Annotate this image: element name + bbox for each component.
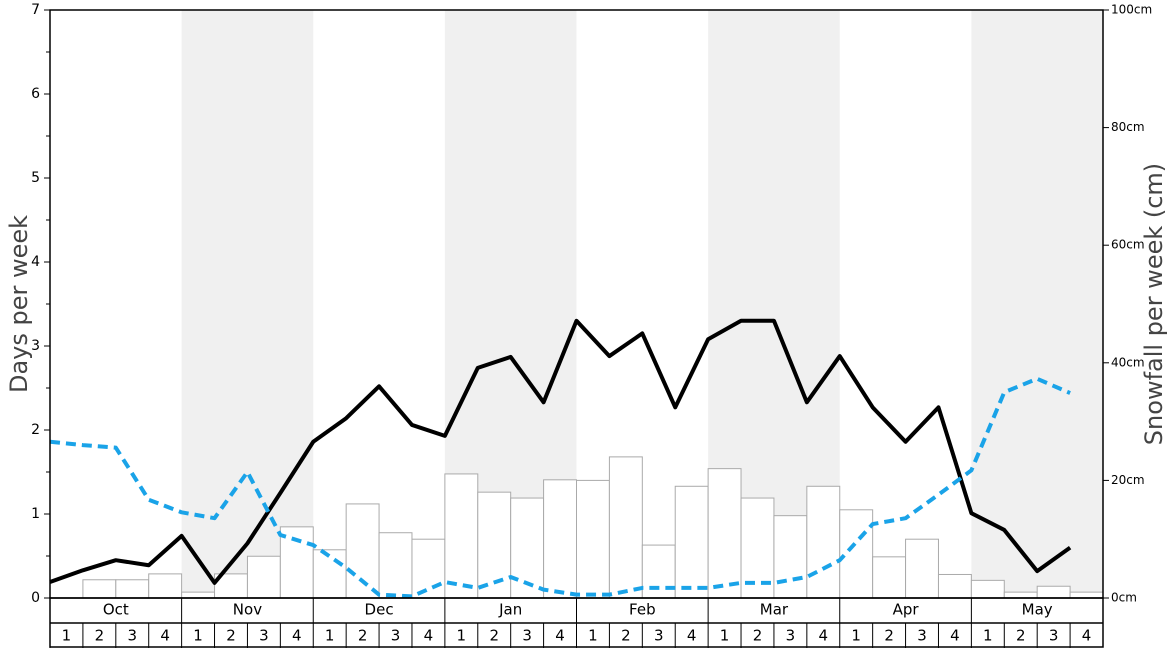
bar xyxy=(872,556,907,599)
bar xyxy=(411,538,446,599)
week-label: 3 xyxy=(522,627,532,645)
week-label: 3 xyxy=(786,627,796,645)
y-tick-label: 2 xyxy=(31,422,40,438)
y-tick-label: 1 xyxy=(31,506,40,522)
week-label: 1 xyxy=(983,627,993,645)
week-label: 4 xyxy=(424,627,434,645)
bar xyxy=(707,468,742,599)
y2-tick-label: 100cm xyxy=(1111,3,1152,17)
y-tick-label: 3 xyxy=(31,338,40,354)
week-label: 1 xyxy=(62,627,72,645)
bar xyxy=(806,485,841,599)
week-label: 2 xyxy=(95,627,105,645)
y2-tick-label: 40cm xyxy=(1111,355,1145,369)
bar xyxy=(576,479,610,599)
bar xyxy=(905,538,939,599)
week-label: 1 xyxy=(325,627,335,645)
bar xyxy=(148,573,183,599)
week-label: 1 xyxy=(588,627,598,645)
y-tick-label: 7 xyxy=(31,2,40,18)
bar xyxy=(246,555,281,599)
month-label: Apr xyxy=(893,601,920,619)
bar xyxy=(444,473,479,599)
week-label: 1 xyxy=(720,627,730,645)
bar xyxy=(378,532,413,599)
week-label: 1 xyxy=(457,627,467,645)
y2-tick-label: 20cm xyxy=(1111,473,1145,487)
month-label: Feb xyxy=(629,601,656,619)
bar xyxy=(1003,591,1038,599)
bar xyxy=(641,544,676,599)
week-label: 2 xyxy=(621,627,631,645)
week-label: 4 xyxy=(292,627,302,645)
bar xyxy=(937,573,972,599)
bar xyxy=(674,485,709,599)
y2-tick-label: 0cm xyxy=(1111,591,1137,605)
week-label: 2 xyxy=(358,627,368,645)
dashed-line xyxy=(49,376,1071,599)
bar xyxy=(115,579,150,599)
month-label: Oct xyxy=(103,601,129,619)
month-band xyxy=(971,10,1103,598)
week-label: 4 xyxy=(160,627,170,645)
month-label: Mar xyxy=(760,601,789,619)
bar xyxy=(839,509,874,599)
week-label: 3 xyxy=(1049,627,1059,645)
y-axis-title: Days per week xyxy=(5,215,33,393)
week-label: 2 xyxy=(753,627,763,645)
line xyxy=(49,318,1072,585)
week-label: 3 xyxy=(654,627,664,645)
bar xyxy=(345,503,380,599)
bar xyxy=(970,579,1005,599)
week-label: 2 xyxy=(884,627,894,645)
week-label: 1 xyxy=(193,627,203,645)
y2-tick-label: 60cm xyxy=(1111,238,1145,252)
week-label: 2 xyxy=(226,627,236,645)
week-label: 4 xyxy=(555,627,565,645)
bar xyxy=(1036,585,1071,599)
week-label: 3 xyxy=(917,627,927,645)
bar xyxy=(82,579,117,599)
y-tick-label: 0 xyxy=(31,590,40,606)
month-label: Dec xyxy=(365,601,394,619)
bar xyxy=(773,515,808,599)
y2-tick-label: 80cm xyxy=(1111,120,1145,134)
bar xyxy=(312,549,347,599)
week-label: 3 xyxy=(259,627,269,645)
bar xyxy=(181,591,216,599)
y-tick-label: 4 xyxy=(31,254,40,270)
week-label: 1 xyxy=(851,627,861,645)
week-label: 2 xyxy=(489,627,499,645)
week-label: 4 xyxy=(1082,627,1092,645)
week-label: 3 xyxy=(391,627,401,645)
month-label: Nov xyxy=(233,601,262,619)
week-label: 4 xyxy=(950,627,960,645)
week-label: 2 xyxy=(1016,627,1026,645)
month-band xyxy=(181,10,314,598)
y-tick-label: 6 xyxy=(31,86,40,102)
month-label: May xyxy=(1022,601,1053,619)
y2-axis-title: Snowfall per week (cm) xyxy=(1140,163,1168,445)
week-label: 4 xyxy=(687,627,697,645)
week-label: 3 xyxy=(127,627,137,645)
week-label: 4 xyxy=(819,627,829,645)
month-label: Jan xyxy=(498,601,522,619)
bar xyxy=(543,479,577,599)
y-tick-label: 5 xyxy=(31,170,40,186)
bar xyxy=(1069,591,1104,599)
bar xyxy=(608,456,643,599)
